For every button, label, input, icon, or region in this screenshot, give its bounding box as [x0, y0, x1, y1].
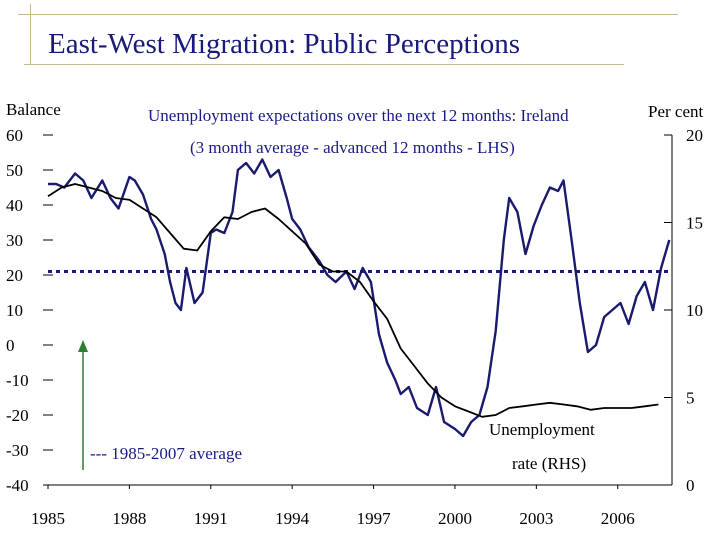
right-tick-label: 5	[686, 389, 695, 408]
average-legend-label: --- 1985-2007 average	[90, 444, 242, 463]
expectations-series-line	[48, 158, 671, 438]
x-tick-label: 1991	[194, 509, 228, 528]
chart-subtitle-line-1: Unemployment expectations over the next …	[148, 106, 569, 125]
title-bottom-rule	[24, 64, 624, 65]
x-tick-label: 1988	[112, 509, 146, 528]
x-tick-label: 2003	[519, 509, 553, 528]
left-axis-label: Balance	[6, 100, 61, 119]
axes-group	[48, 135, 673, 486]
left-tick-label: 20	[6, 266, 23, 285]
x-tick-label: 2000	[438, 509, 472, 528]
title-top-rule	[18, 14, 678, 15]
left-tick-label: -40	[6, 476, 29, 495]
left-tick-label: 0	[6, 336, 15, 355]
left-tick-label: 40	[6, 196, 23, 215]
right-axis-label: Per cent	[648, 102, 704, 121]
left-tick-label: 30	[6, 231, 23, 250]
series-label-line-1: Unemployment	[489, 420, 595, 439]
right-tick-label: 20	[686, 126, 703, 145]
left-tick-label: 60	[6, 126, 23, 145]
right-tick-label: 15	[686, 214, 703, 233]
series-group	[47, 158, 672, 470]
title-left-rule	[30, 4, 31, 64]
chart-title: East-West Migration: Public Perceptions	[48, 28, 521, 60]
x-tick-label: 1997	[357, 509, 392, 528]
arrow-head	[78, 340, 88, 352]
series-label-line-2: rate (RHS)	[512, 454, 587, 473]
right-tick-label: 0	[686, 476, 695, 495]
left-tick-label: -10	[6, 371, 29, 390]
right-tick-label: 10	[686, 301, 703, 320]
left-tick-label: 10	[6, 301, 23, 320]
left-tick-label: -30	[6, 441, 29, 460]
x-tick-label: 1994	[275, 509, 310, 528]
unemployment-series-line	[47, 183, 659, 418]
chart-subtitle-line-2: (3 month average - advanced 12 months - …	[190, 138, 515, 157]
left-tick-label: 50	[6, 161, 23, 180]
x-tick-label: 1985	[31, 509, 65, 528]
x-tick-label: 2006	[601, 509, 635, 528]
left-tick-label: -20	[6, 406, 29, 425]
